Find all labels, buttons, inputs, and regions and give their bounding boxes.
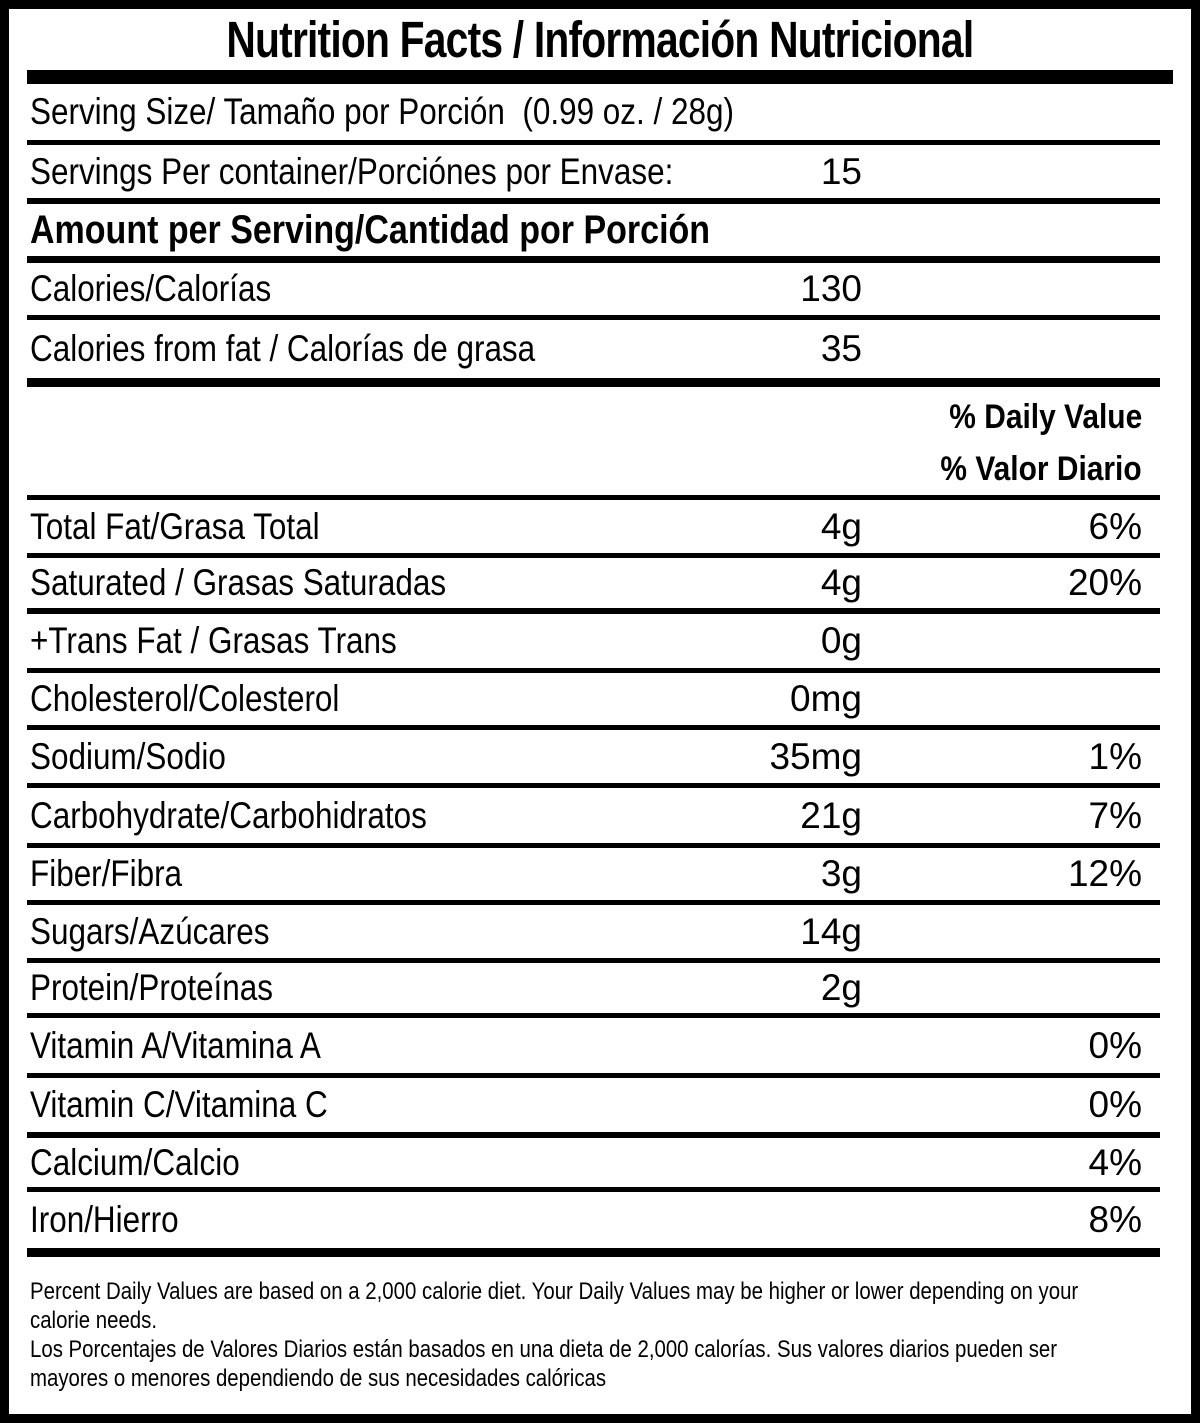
- label-title: Nutrition Facts / Información Nutriciona…: [226, 11, 974, 68]
- nutrient-label: Vitamin C/Vitamina C: [30, 1084, 328, 1125]
- nutrient-label: Iron/Hierro: [30, 1199, 179, 1240]
- row-vitamin-a: Vitamin A/Vitamina A 0%: [9, 1018, 1191, 1073]
- nutrient-label: Saturated / Grasas Saturadas: [30, 562, 447, 603]
- row-calories: Calories/Calorías 130: [9, 263, 1191, 315]
- nutrient-amount: 4g: [820, 562, 862, 603]
- nutrient-label: Sodium/Sodio: [30, 735, 226, 777]
- row-saturated-fat: Saturated / Grasas Saturadas 4g 20%: [9, 558, 1191, 608]
- footnote-line: Los Porcentajes de Valores Diarios están…: [30, 1336, 1058, 1363]
- nutrient-amount: 14g: [800, 910, 862, 952]
- nutrient-label: Protein/Proteínas: [30, 967, 274, 1008]
- row-protein: Protein/Proteínas 2g: [9, 963, 1191, 1013]
- nutrient-amount: 0mg: [790, 678, 862, 719]
- nutrient-label: Fiber/Fibra: [30, 853, 183, 894]
- nutrient-amount: 0g: [820, 620, 862, 661]
- divider: [27, 1248, 1160, 1257]
- nutrient-label: Calcium/Calcio: [30, 1141, 240, 1183]
- nutrient-amount: 21g: [800, 794, 862, 836]
- nutrient-amount: 35mg: [769, 735, 862, 777]
- divider: [27, 958, 1160, 963]
- amount-per-serving-header: Amount per Serving/Cantidad por Porción: [30, 207, 711, 252]
- divider: [27, 140, 1160, 145]
- row-iron: Iron/Hierro 8%: [9, 1192, 1191, 1248]
- footnote-line: Percent Daily Values are based on a 2,00…: [30, 1278, 1079, 1305]
- daily-value-header-en: % Daily Value: [949, 398, 1142, 436]
- nutrient-amount: 35: [820, 328, 862, 369]
- nutrient-dv: 1%: [1088, 735, 1142, 777]
- daily-value-header-block: % Daily Value % Valor Diario: [9, 387, 1191, 495]
- divider: [27, 1073, 1160, 1078]
- nutrient-label: Carbohydrate/Carbohidratos: [30, 794, 427, 836]
- row-total-fat: Total Fat/Grasa Total 4g 6%: [9, 500, 1191, 553]
- nutrient-dv: 12%: [1067, 853, 1142, 894]
- divider: [27, 783, 1160, 788]
- nutrient-dv: 6%: [1088, 505, 1142, 547]
- row-serving-size: Serving Size/ Tamaño por Porción (0.99 o…: [9, 84, 1191, 140]
- divider: [27, 843, 1160, 848]
- row-calories-from-fat: Calories from fat / Calorías de grasa 35: [9, 320, 1191, 378]
- divider: [27, 725, 1160, 730]
- nutrient-label: Sugars/Azúcares: [30, 910, 270, 952]
- nutrient-dv: 0%: [1088, 1024, 1142, 1066]
- divider: [27, 553, 1160, 558]
- divider: [27, 668, 1160, 673]
- daily-value-header-es: % Valor Diario: [940, 450, 1142, 488]
- nutrient-label: Total Fat/Grasa Total: [30, 505, 320, 547]
- divider: [27, 1187, 1160, 1192]
- row-cholesterol: Cholesterol/Colesterol 0mg: [9, 673, 1191, 725]
- title-separator-bar: [27, 70, 1173, 84]
- nutrient-dv: 7%: [1088, 794, 1142, 836]
- nutrient-dv: 20%: [1067, 562, 1142, 603]
- divider: [27, 1013, 1160, 1018]
- divider: [27, 315, 1160, 320]
- row-amount-per-serving: Amount per Serving/Cantidad por Porción: [9, 204, 1191, 256]
- divider: [27, 378, 1160, 387]
- divider: [27, 198, 1160, 204]
- row-vitamin-c: Vitamin C/Vitamina C 0%: [9, 1078, 1191, 1132]
- nutrient-amount: 3g: [820, 853, 862, 894]
- row-fiber: Fiber/Fibra 3g 12%: [9, 848, 1191, 900]
- nutrient-dv: 0%: [1088, 1084, 1142, 1125]
- nutrient-label: +Trans Fat / Grasas Trans: [30, 620, 397, 661]
- nutrient-dv: 8%: [1088, 1199, 1142, 1240]
- nutrient-label: Calories/Calorías: [30, 268, 272, 309]
- row-calcium: Calcium/Calcio 4%: [9, 1138, 1191, 1187]
- row-servings-per-container: Servings Per container/Porciónes por Env…: [9, 145, 1191, 198]
- servings-per-container-value: 15: [820, 150, 862, 192]
- nutrient-label: Vitamin A/Vitamina A: [30, 1024, 321, 1066]
- serving-size-text: Serving Size/ Tamaño por Porción (0.99 o…: [30, 91, 734, 132]
- row-sodium: Sodium/Sodio 35mg 1%: [9, 730, 1191, 783]
- divider: [27, 1132, 1160, 1138]
- row-sugars: Sugars/Azúcares 14g: [9, 905, 1191, 958]
- nutrient-dv: 4%: [1088, 1141, 1142, 1183]
- nutrient-amount: 130: [800, 268, 862, 309]
- label-title-row: Nutrition Facts / Información Nutriciona…: [9, 9, 1191, 70]
- daily-value-footnote: Percent Daily Values are based on a 2,00…: [9, 1257, 1191, 1414]
- divider: [27, 256, 1160, 263]
- divider: [27, 608, 1160, 614]
- nutrient-amount: 2g: [820, 967, 862, 1008]
- nutrient-amount: 4g: [820, 505, 862, 547]
- divider: [27, 900, 1160, 905]
- footnote-line: calorie needs.: [30, 1307, 158, 1334]
- nutrient-label: Calories from fat / Calorías de grasa: [30, 328, 536, 369]
- footnote-line: mayores o menores dependiendo de sus nec…: [30, 1365, 607, 1392]
- servings-per-container-label: Servings Per container/Porciónes por Env…: [30, 150, 674, 192]
- divider: [27, 495, 1160, 500]
- row-carbohydrate: Carbohydrate/Carbohidratos 21g 7%: [9, 788, 1191, 843]
- row-trans-fat: +Trans Fat / Grasas Trans 0g: [9, 614, 1191, 668]
- nutrient-label: Cholesterol/Colesterol: [30, 678, 340, 719]
